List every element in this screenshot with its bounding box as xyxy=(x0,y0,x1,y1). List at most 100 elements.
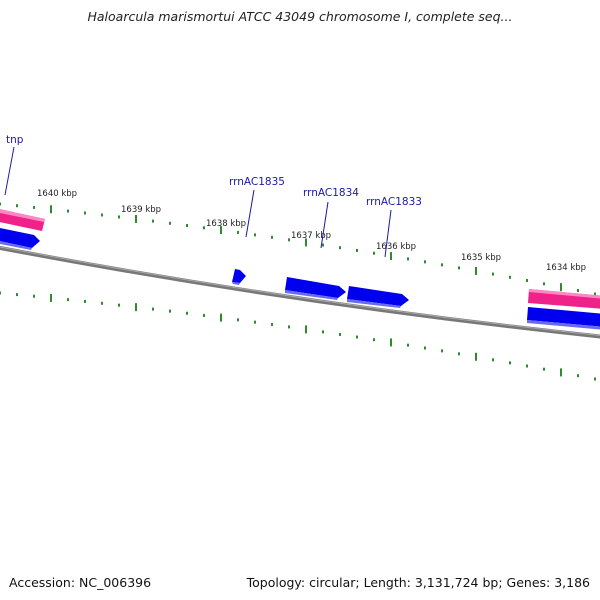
lower-major-tick xyxy=(220,313,222,322)
lower-minor-tick xyxy=(458,352,460,356)
gene-arrow-rrnAC1834[interactable] xyxy=(285,277,346,300)
kbp-label-1637: 1637 kbp xyxy=(291,231,331,241)
kbp-label-1634: 1634 kbp xyxy=(546,263,586,273)
lower-minor-tick xyxy=(288,325,290,329)
lower-minor-tick xyxy=(0,291,1,295)
lower-minor-tick xyxy=(594,377,596,381)
gene-label-rrnAC1834[interactable]: rrnAC1834 xyxy=(303,187,359,199)
lower-minor-tick xyxy=(356,335,358,339)
lower-minor-tick xyxy=(373,338,375,342)
upper-major-tick xyxy=(560,283,562,292)
pink-feature-right[interactable] xyxy=(528,289,600,309)
topology-text: Topology: circular; Length: 3,131,724 bp… xyxy=(246,575,590,590)
lower-major-tick xyxy=(135,303,137,312)
lower-minor-tick xyxy=(169,309,171,313)
upper-minor-tick xyxy=(169,221,171,225)
leader-line-rrnAC1834 xyxy=(320,201,329,249)
upper-minor-tick xyxy=(237,230,239,234)
upper-minor-tick xyxy=(407,257,409,261)
upper-minor-tick xyxy=(33,205,35,209)
upper-minor-tick xyxy=(84,211,86,215)
lower-minor-tick xyxy=(441,349,443,353)
lower-minor-tick xyxy=(237,318,239,322)
chromosome-backbone xyxy=(0,245,600,339)
lower-minor-tick xyxy=(101,301,103,305)
upper-major-tick xyxy=(50,205,52,214)
upper-minor-tick xyxy=(526,279,528,283)
kbp-label-1636: 1636 kbp xyxy=(376,242,416,252)
lower-minor-tick xyxy=(271,323,273,327)
upper-minor-tick xyxy=(441,263,443,267)
upper-minor-tick xyxy=(356,248,358,252)
gene-arrow-rrnAC1833[interactable] xyxy=(347,286,409,308)
upper-tick-row xyxy=(0,202,596,296)
leader-line-tnp xyxy=(4,146,15,196)
pink-feature-left[interactable] xyxy=(0,208,45,231)
kbp-label-1635: 1635 kbp xyxy=(461,253,501,263)
lower-minor-tick xyxy=(203,313,205,317)
gene-arrow-left[interactable] xyxy=(0,227,40,250)
lower-minor-tick xyxy=(407,343,409,347)
kbp-label-1640: 1640 kbp xyxy=(37,189,77,199)
upper-minor-tick xyxy=(101,213,103,217)
upper-minor-tick xyxy=(16,204,18,208)
gene-arrow-right[interactable] xyxy=(527,307,600,330)
upper-minor-tick xyxy=(271,235,273,239)
accession-text: Accession: NC_006396 xyxy=(9,575,152,590)
lower-minor-tick xyxy=(118,303,120,307)
upper-minor-tick xyxy=(509,275,511,279)
lower-minor-tick xyxy=(16,293,18,297)
upper-minor-tick xyxy=(152,219,154,223)
upper-minor-tick xyxy=(67,209,69,213)
upper-major-tick xyxy=(305,238,307,247)
chromosome-backbone-highlight xyxy=(0,246,600,336)
upper-minor-tick xyxy=(594,292,596,296)
gene-arrow-rrnAC1835[interactable] xyxy=(232,269,246,285)
lower-minor-tick xyxy=(33,294,35,298)
upper-minor-tick xyxy=(186,223,188,227)
lower-minor-tick xyxy=(509,361,511,365)
upper-minor-tick xyxy=(0,202,1,206)
leader-line-rrnAC1833 xyxy=(384,209,392,258)
lower-minor-tick xyxy=(84,299,86,303)
lower-tick-row xyxy=(0,291,596,381)
upper-minor-tick xyxy=(543,282,545,286)
upper-minor-tick xyxy=(339,246,341,250)
upper-minor-tick xyxy=(492,272,494,276)
upper-major-tick xyxy=(135,215,137,224)
upper-minor-tick xyxy=(458,266,460,270)
lower-minor-tick xyxy=(254,320,256,324)
upper-major-tick xyxy=(475,266,477,275)
lower-minor-tick xyxy=(186,311,188,315)
upper-minor-tick xyxy=(254,233,256,237)
lower-minor-tick xyxy=(526,364,528,368)
upper-minor-tick xyxy=(577,289,579,293)
lower-major-tick xyxy=(50,293,52,302)
lower-major-tick xyxy=(560,368,562,377)
lower-minor-tick xyxy=(543,367,545,371)
lower-minor-tick xyxy=(152,307,154,311)
lower-minor-tick xyxy=(492,358,494,362)
lower-major-tick xyxy=(305,325,307,334)
lower-minor-tick xyxy=(577,374,579,378)
gene-label-rrnAC1835[interactable]: rrnAC1835 xyxy=(229,176,285,188)
lower-minor-tick xyxy=(67,298,69,302)
upper-major-tick xyxy=(390,252,392,261)
leader-line-rrnAC1835 xyxy=(245,189,255,238)
upper-major-tick xyxy=(220,226,222,235)
lower-major-tick xyxy=(390,338,392,347)
upper-minor-tick xyxy=(288,238,290,242)
lower-major-tick xyxy=(475,352,477,361)
upper-minor-tick xyxy=(322,243,324,247)
lower-minor-tick xyxy=(339,332,341,336)
gene-label-tnp[interactable]: tnp xyxy=(6,134,24,146)
upper-minor-tick xyxy=(118,215,120,219)
gene-label-rrnAC1833[interactable]: rrnAC1833 xyxy=(366,196,422,208)
upper-minor-tick xyxy=(373,251,375,255)
lower-minor-tick xyxy=(322,330,324,334)
map-title: Haloarcula marismortui ATCC 43049 chromo… xyxy=(87,9,513,24)
upper-minor-tick xyxy=(203,226,205,230)
lower-minor-tick xyxy=(424,346,426,350)
kbp-label-1639: 1639 kbp xyxy=(121,205,161,215)
